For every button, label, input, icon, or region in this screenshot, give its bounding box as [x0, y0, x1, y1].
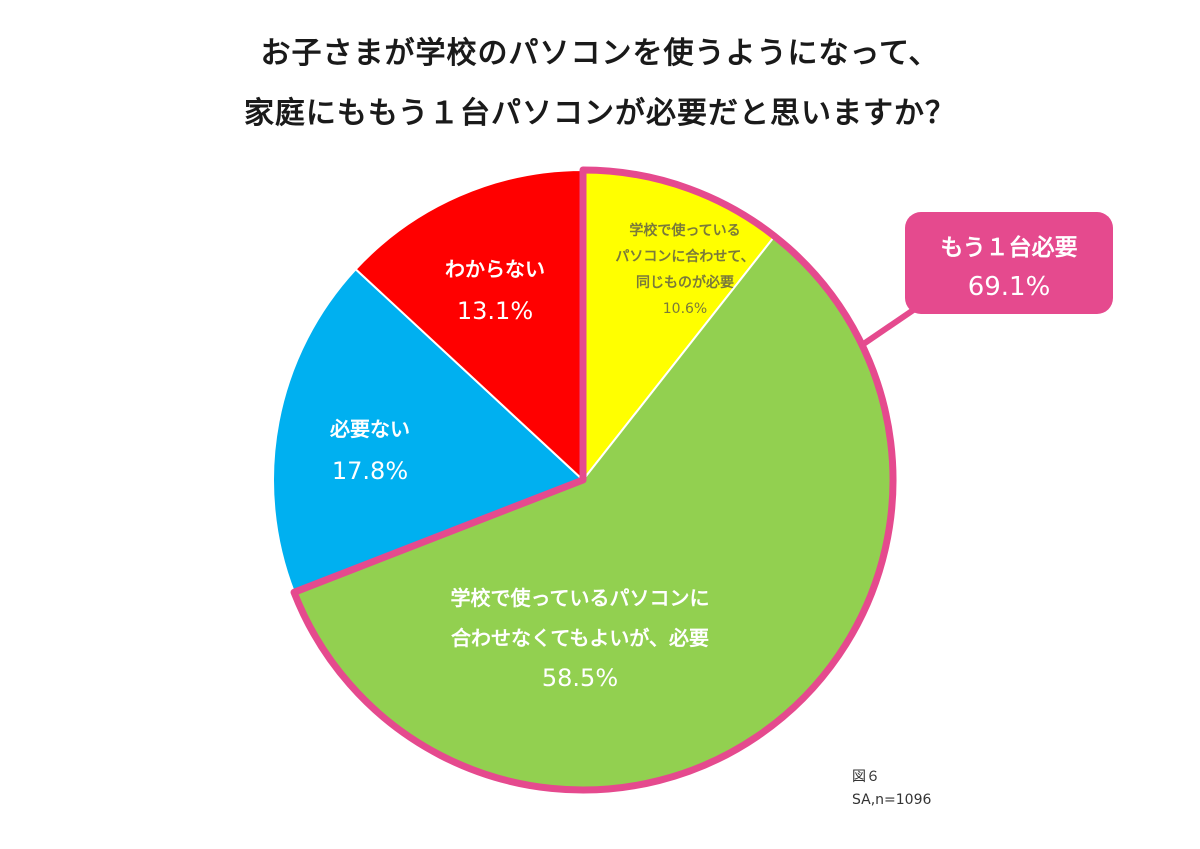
chart-title-line-1: お子さまが学校のパソコンを使うようになって、: [260, 36, 940, 71]
slice-label-other-pc: 学校で使っているパソコンに 合わせなくてもよいが、必要 58.5%: [450, 586, 710, 692]
slice-label-not-needed: 必要ない 17.8%: [330, 417, 410, 485]
slice-label-unknown: わからない 13.1%: [445, 257, 545, 325]
callout-need-another-pc: もう１台必要 69.1%: [905, 212, 1113, 314]
pie-highlight-outline: [290, 166, 897, 794]
callout-value: 69.1%: [967, 272, 1051, 302]
figure-number: 図６: [852, 769, 880, 785]
chart-title-line-2: 家庭にももう１台パソコンが必要だと思いますか？: [243, 96, 957, 131]
sample-note: SA,n=1096: [852, 792, 932, 808]
callout-label: もう１台必要: [940, 235, 1078, 261]
pie-slice-unknown: [354, 168, 584, 483]
pie-slice-not-needed: [272, 267, 585, 594]
slice-label-same-pc: 学校で使っている パソコンに合わせて、 同じものが必要 10.6%: [615, 223, 755, 317]
